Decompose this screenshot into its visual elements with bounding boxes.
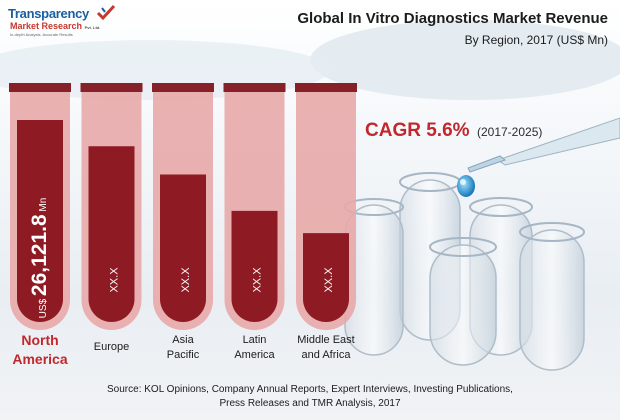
logo-text-primary: Transparency (8, 6, 89, 21)
cagr-value: CAGR 5.6% (365, 120, 470, 141)
cagr-period: (2017-2025) (476, 125, 543, 139)
category-label: Europe (93, 341, 130, 353)
chart-subtitle: By Region, 2017 (US$ Mn) (464, 33, 608, 47)
data-label: XX.X (109, 267, 121, 293)
data-label: XX.X (323, 267, 335, 293)
bar (88, 146, 135, 322)
category-label: North America (12, 332, 68, 367)
category-label: Latin America (234, 334, 275, 361)
tube-cap (295, 83, 357, 92)
source-note: Source: KOL Opinions, Company Annual Rep… (0, 383, 620, 411)
logo-text-secondary: Market Research Pvt. Ltd. (10, 21, 101, 31)
tube-cap (152, 83, 214, 92)
bar (160, 174, 206, 322)
bar (303, 233, 349, 322)
company-logo: Transparency Market Research Pvt. Ltd. I… (8, 4, 118, 38)
data-label: XX.X (252, 267, 264, 293)
tube-cap (9, 83, 71, 92)
chart-title: Global In Vitro Diagnostics Market Reven… (297, 10, 608, 27)
source-line-2: Press Releases and TMR Analysis, 2017 (219, 398, 401, 409)
data-label: XX.X (180, 267, 192, 293)
bar (231, 210, 278, 322)
logo-tagline: In-depth Analysis. Accurate Results (10, 32, 73, 37)
source-line-1: Source: KOL Opinions, Company Annual Rep… (107, 384, 513, 395)
bar (17, 120, 63, 322)
tube-cap (80, 83, 143, 92)
tube-cap (223, 83, 286, 92)
category-label: Middle East and Africa (297, 334, 355, 361)
data-label: US$ 26,121.8 Mn (28, 198, 51, 319)
checkmark-icon (96, 4, 116, 21)
cagr-callout: CAGR 5.6% (2017-2025) (365, 120, 542, 142)
category-label: Asia Pacific (166, 334, 200, 361)
